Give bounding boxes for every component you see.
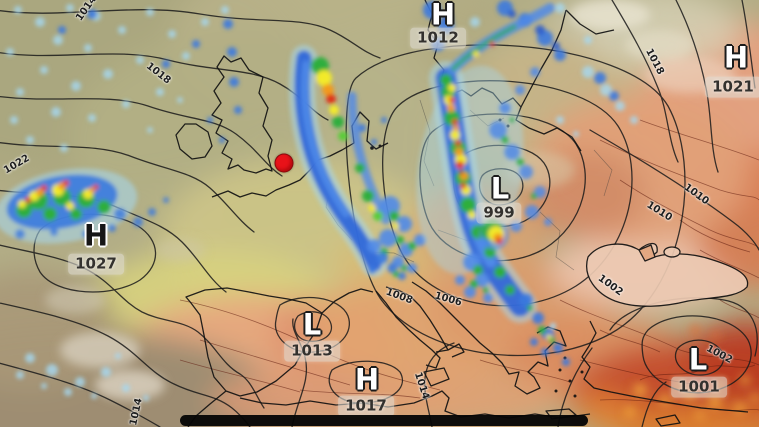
coastlines bbox=[175, 0, 749, 427]
timeline-bar[interactable] bbox=[180, 415, 588, 426]
italy bbox=[375, 286, 465, 369]
anatolia-coast bbox=[581, 345, 749, 413]
iberia bbox=[185, 287, 323, 397]
great-britain bbox=[211, 55, 273, 174]
ireland bbox=[175, 123, 213, 160]
location-marker[interactable] bbox=[274, 153, 294, 173]
crimea bbox=[638, 244, 656, 262]
sicily bbox=[423, 367, 450, 387]
black-sea bbox=[586, 242, 749, 307]
cyprus bbox=[655, 414, 681, 427]
